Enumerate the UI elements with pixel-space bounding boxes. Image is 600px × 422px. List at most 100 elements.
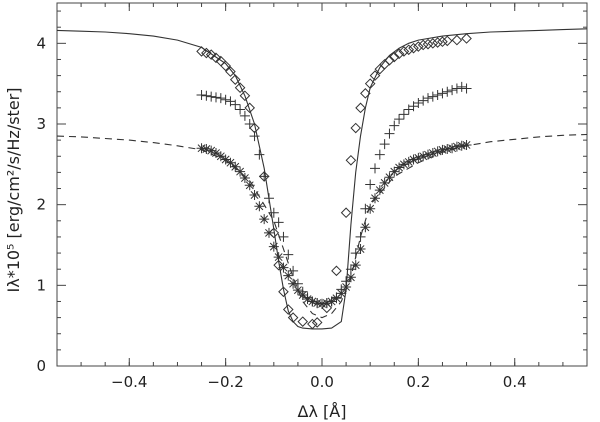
diamond-marker — [331, 265, 342, 277]
asterisk-marker — [331, 293, 342, 304]
y-tick-label: 3 — [36, 115, 46, 133]
asterisk-marker — [379, 177, 390, 188]
asterisk-marker — [278, 262, 289, 273]
plus-marker — [432, 89, 443, 100]
asterisk-marker — [317, 298, 327, 309]
plus-marker — [196, 89, 207, 100]
asterisk-marker — [442, 144, 453, 155]
plus-marker — [447, 85, 458, 96]
plus-marker — [451, 83, 462, 94]
plus-marker — [239, 110, 250, 121]
diamond-marker — [355, 102, 366, 114]
plus-marker — [350, 248, 361, 259]
plus-marker — [384, 128, 395, 139]
diamond-marker — [403, 44, 415, 56]
plus-marker — [259, 171, 270, 182]
y-tick-label: 0 — [36, 357, 46, 375]
plus-marker — [273, 217, 284, 228]
plus-marker — [288, 265, 299, 276]
diamond-marker — [388, 51, 400, 63]
asterisk-marker — [235, 166, 246, 177]
asterisk-marker — [423, 149, 433, 160]
plus-marker — [201, 90, 212, 101]
asterisk-marker — [370, 193, 380, 204]
asterisk-marker — [360, 222, 371, 233]
diamond-marker — [311, 317, 323, 328]
asterisk-marker — [365, 203, 376, 214]
x-tick-label: −0.2 — [207, 373, 243, 391]
diamond-marker — [234, 82, 246, 94]
asterisk-marker — [336, 288, 347, 299]
asterisk-marker — [374, 185, 385, 196]
observed-markers — [196, 33, 472, 330]
diamond-marker — [239, 90, 251, 102]
plus-marker — [423, 93, 433, 104]
diamond-marker — [408, 42, 419, 54]
asterisk-marker — [254, 201, 265, 212]
diamond-marker — [278, 286, 289, 298]
plus-marker — [374, 149, 385, 160]
solid-profile-line — [56, 28, 588, 330]
x-tick-label: 0.2 — [406, 373, 430, 391]
diamond-marker — [384, 54, 395, 66]
plus-marker — [379, 139, 390, 150]
asterisk-marker — [206, 145, 217, 156]
asterisk-marker — [201, 144, 212, 155]
plot-frame — [56, 2, 588, 367]
asterisk-marker — [456, 140, 467, 151]
asterisk-marker — [341, 281, 352, 292]
axis-ticks: −0.4 −0.2 0.0 0.2 0.4 0 1 2 3 4 — [36, 3, 587, 391]
asterisk-marker — [249, 189, 260, 200]
asterisk-marker — [211, 148, 221, 159]
diamond-marker — [422, 38, 434, 50]
diamond-marker — [413, 41, 424, 52]
diamond-marker — [273, 259, 284, 271]
plus-marker — [220, 94, 231, 105]
asterisk-marker — [297, 290, 308, 301]
asterisk-marker — [273, 252, 284, 263]
asterisk-marker — [403, 156, 414, 167]
asterisk-marker — [220, 154, 231, 165]
asterisk-marker — [230, 161, 241, 172]
asterisk-marker — [427, 148, 438, 159]
asterisk-marker — [437, 144, 448, 155]
plus-marker — [244, 119, 255, 129]
plus-marker — [254, 149, 265, 160]
diamond-marker — [437, 36, 448, 48]
plus-marker — [418, 95, 429, 106]
asterisk-marker — [307, 296, 318, 307]
diamond-marker — [451, 34, 463, 46]
y-axis-label: Iλ*10⁵ [erg/cm²/s/Hz/ster] — [4, 88, 23, 293]
plus-marker — [427, 91, 438, 102]
diamond-marker — [196, 46, 207, 57]
diamond-marker — [287, 312, 299, 323]
diamond-marker — [282, 304, 294, 315]
asterisk-marker — [288, 278, 299, 289]
asterisk-marker — [244, 180, 255, 191]
diamond-marker — [360, 88, 371, 99]
diamond-marker — [225, 66, 236, 77]
asterisk-marker — [321, 298, 332, 309]
asterisk-marker — [451, 141, 462, 152]
diamond-marker — [220, 60, 231, 72]
diamond-marker — [340, 207, 352, 219]
plus-marker — [206, 91, 217, 102]
x-tick-label: 0.4 — [503, 373, 527, 391]
plus-marker — [437, 88, 448, 99]
diamond-marker — [441, 35, 453, 47]
asterisk-marker — [432, 146, 443, 157]
asterisk-marker — [196, 143, 207, 154]
asterisk-marker — [264, 227, 274, 238]
plus-marker — [370, 163, 380, 174]
diamond-marker — [345, 154, 357, 166]
asterisk-marker — [326, 296, 337, 307]
plus-marker — [365, 179, 376, 190]
plus-marker — [264, 193, 274, 204]
diamond-marker — [364, 78, 376, 89]
diamond-marker — [432, 37, 443, 48]
y-tick-label: 2 — [36, 196, 46, 214]
asterisk-marker — [413, 152, 424, 163]
diamond-marker — [244, 102, 256, 114]
diamond-marker — [350, 122, 362, 134]
model-curves — [56, 28, 588, 330]
